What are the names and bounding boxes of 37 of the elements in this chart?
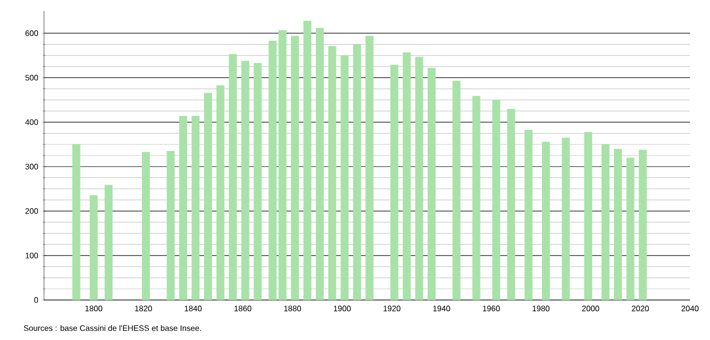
bar: [472, 96, 480, 300]
bar: [228, 54, 237, 300]
bar: [216, 85, 224, 300]
bar: [353, 44, 362, 300]
bar: [366, 36, 374, 300]
bar: [638, 150, 647, 300]
bar: [626, 158, 634, 300]
bar: [328, 46, 336, 300]
bar: [340, 55, 349, 300]
bar: [104, 184, 113, 300]
bar: [316, 28, 324, 300]
bar: [241, 60, 250, 300]
bar: [402, 52, 411, 300]
bar: [278, 30, 287, 300]
bar: [303, 20, 312, 300]
bar: [492, 100, 500, 300]
bar: [72, 144, 80, 300]
bar: [166, 151, 175, 300]
bar: [602, 144, 610, 300]
bar: [142, 152, 150, 300]
bar: [254, 63, 262, 300]
bar: [562, 138, 570, 300]
bar: [290, 36, 299, 300]
bar: [192, 116, 200, 300]
bar: [452, 80, 460, 300]
bar: [204, 92, 212, 300]
bar: [390, 64, 398, 300]
bar: [507, 108, 516, 300]
bar: [614, 148, 622, 300]
bar: [415, 56, 424, 300]
bar: [584, 132, 592, 300]
bar: [179, 116, 188, 300]
bar: [90, 195, 98, 300]
bar: [428, 68, 436, 300]
bar: [542, 142, 550, 300]
bar: [268, 40, 277, 300]
bar: [524, 130, 532, 300]
